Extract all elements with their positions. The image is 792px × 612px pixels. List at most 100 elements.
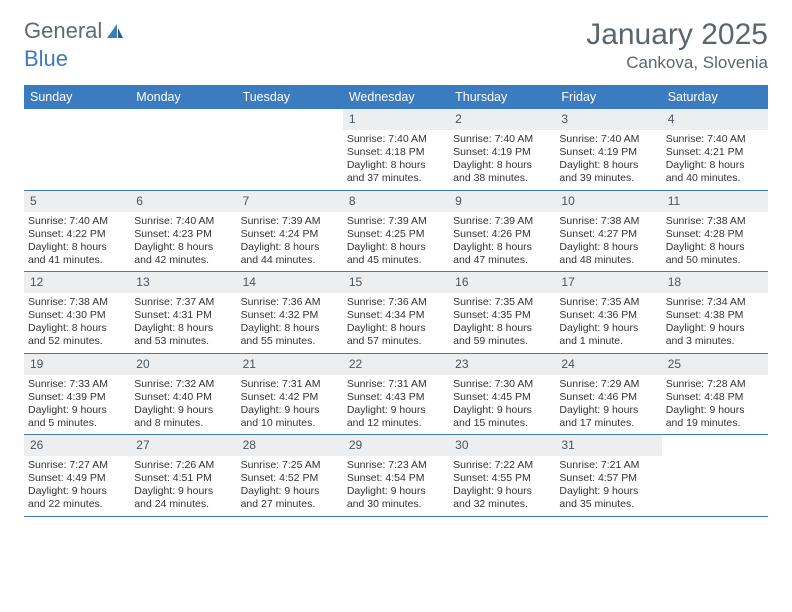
date-number: 11	[662, 191, 768, 212]
day-cell: 31Sunrise: 7:21 AMSunset: 4:57 PMDayligh…	[555, 435, 661, 516]
daylight-text-2: and 50 minutes.	[666, 254, 764, 267]
day-info: Sunrise: 7:23 AMSunset: 4:54 PMDaylight:…	[343, 459, 449, 512]
date-number: 15	[343, 272, 449, 293]
daylight-text: Daylight: 9 hours	[347, 485, 445, 498]
sunrise-text: Sunrise: 7:21 AM	[559, 459, 657, 472]
daylight-text: Daylight: 9 hours	[453, 485, 551, 498]
day-header-row: SundayMondayTuesdayWednesdayThursdayFrid…	[24, 85, 768, 109]
sunrise-text: Sunrise: 7:40 AM	[134, 215, 232, 228]
day-info: Sunrise: 7:22 AMSunset: 4:55 PMDaylight:…	[449, 459, 555, 512]
date-number: 7	[237, 191, 343, 212]
logo-text-general: General	[24, 18, 102, 44]
daylight-text-2: and 52 minutes.	[28, 335, 126, 348]
sunset-text: Sunset: 4:49 PM	[28, 472, 126, 485]
sunrise-text: Sunrise: 7:39 AM	[347, 215, 445, 228]
day-info: Sunrise: 7:31 AMSunset: 4:43 PMDaylight:…	[343, 378, 449, 431]
sunset-text: Sunset: 4:45 PM	[453, 391, 551, 404]
date-number: 10	[555, 191, 661, 212]
title-block: January 2025 Cankova, Slovenia	[586, 18, 768, 73]
day-cell: 7 Sunrise: 7:39 AMSunset: 4:24 PMDaylight…	[237, 191, 343, 272]
day-info: Sunrise: 7:39 AMSunset: 4:26 PMDaylight:…	[449, 215, 555, 268]
day-info: Sunrise: 7:36 AMSunset: 4:32 PMDaylight:…	[237, 296, 343, 349]
sunrise-text: Sunrise: 7:28 AM	[666, 378, 764, 391]
sunrise-text: Sunrise: 7:40 AM	[666, 133, 764, 146]
daylight-text: Daylight: 9 hours	[347, 404, 445, 417]
date-number: 16	[449, 272, 555, 293]
day-cell: 13Sunrise: 7:37 AMSunset: 4:31 PMDayligh…	[130, 272, 236, 353]
sunset-text: Sunset: 4:30 PM	[28, 309, 126, 322]
calendar: SundayMondayTuesdayWednesdayThursdayFrid…	[24, 85, 768, 517]
day-cell: 18Sunrise: 7:34 AMSunset: 4:38 PMDayligh…	[662, 272, 768, 353]
day-cell: 20Sunrise: 7:32 AMSunset: 4:40 PMDayligh…	[130, 354, 236, 435]
sunset-text: Sunset: 4:18 PM	[347, 146, 445, 159]
week-row: 19Sunrise: 7:33 AMSunset: 4:39 PMDayligh…	[24, 354, 768, 436]
day-header-cell: Saturday	[662, 85, 768, 109]
daylight-text-2: and 19 minutes.	[666, 417, 764, 430]
daylight-text-2: and 57 minutes.	[347, 335, 445, 348]
sunrise-text: Sunrise: 7:39 AM	[453, 215, 551, 228]
sunset-text: Sunset: 4:38 PM	[666, 309, 764, 322]
date-number: 3	[555, 109, 661, 130]
date-number: 14	[237, 272, 343, 293]
sunset-text: Sunset: 4:35 PM	[453, 309, 551, 322]
day-cell: 11Sunrise: 7:38 AMSunset: 4:28 PMDayligh…	[662, 191, 768, 272]
week-row: 1Sunrise: 7:40 AMSunset: 4:18 PMDaylight…	[24, 109, 768, 191]
daylight-text: Daylight: 8 hours	[28, 322, 126, 335]
daylight-text: Daylight: 9 hours	[134, 485, 232, 498]
daylight-text: Daylight: 8 hours	[559, 241, 657, 254]
day-cell: 28Sunrise: 7:25 AMSunset: 4:52 PMDayligh…	[237, 435, 343, 516]
week-row: 5Sunrise: 7:40 AMSunset: 4:22 PMDaylight…	[24, 191, 768, 273]
day-header-cell: Thursday	[449, 85, 555, 109]
daylight-text-2: and 22 minutes.	[28, 498, 126, 511]
day-cell: 27Sunrise: 7:26 AMSunset: 4:51 PMDayligh…	[130, 435, 236, 516]
sunset-text: Sunset: 4:19 PM	[559, 146, 657, 159]
date-number: 9	[449, 191, 555, 212]
day-cell: 22Sunrise: 7:31 AMSunset: 4:43 PMDayligh…	[343, 354, 449, 435]
day-info: Sunrise: 7:25 AMSunset: 4:52 PMDaylight:…	[237, 459, 343, 512]
sunset-text: Sunset: 4:24 PM	[241, 228, 339, 241]
day-info: Sunrise: 7:39 AMSunset: 4:24 PMDaylight:…	[237, 215, 343, 268]
daylight-text-2: and 10 minutes.	[241, 417, 339, 430]
sunrise-text: Sunrise: 7:36 AM	[347, 296, 445, 309]
daylight-text-2: and 42 minutes.	[134, 254, 232, 267]
daylight-text: Daylight: 8 hours	[666, 241, 764, 254]
day-cell: 12Sunrise: 7:38 AMSunset: 4:30 PMDayligh…	[24, 272, 130, 353]
daylight-text: Daylight: 9 hours	[666, 322, 764, 335]
date-number: 26	[24, 435, 130, 456]
date-number: 4	[662, 109, 768, 130]
sunset-text: Sunset: 4:40 PM	[134, 391, 232, 404]
sunrise-text: Sunrise: 7:38 AM	[559, 215, 657, 228]
sunrise-text: Sunrise: 7:35 AM	[453, 296, 551, 309]
day-cell: 4 Sunrise: 7:40 AMSunset: 4:21 PMDaylight…	[662, 109, 768, 190]
daylight-text: Daylight: 8 hours	[134, 241, 232, 254]
daylight-text-2: and 59 minutes.	[453, 335, 551, 348]
day-info: Sunrise: 7:40 AMSunset: 4:22 PMDaylight:…	[24, 215, 130, 268]
day-header-cell: Monday	[130, 85, 236, 109]
header: General January 2025 Cankova, Slovenia	[0, 0, 792, 77]
date-number: 30	[449, 435, 555, 456]
daylight-text-2: and 12 minutes.	[347, 417, 445, 430]
daylight-text: Daylight: 8 hours	[347, 159, 445, 172]
day-cell	[130, 109, 236, 190]
sunset-text: Sunset: 4:46 PM	[559, 391, 657, 404]
week-row: 12Sunrise: 7:38 AMSunset: 4:30 PMDayligh…	[24, 272, 768, 354]
day-info: Sunrise: 7:40 AMSunset: 4:19 PMDaylight:…	[555, 133, 661, 186]
day-cell	[662, 435, 768, 516]
logo-sail-icon	[105, 22, 125, 40]
sunset-text: Sunset: 4:42 PM	[241, 391, 339, 404]
sunset-text: Sunset: 4:25 PM	[347, 228, 445, 241]
daylight-text: Daylight: 8 hours	[347, 322, 445, 335]
day-cell: 8Sunrise: 7:39 AMSunset: 4:25 PMDaylight…	[343, 191, 449, 272]
sunset-text: Sunset: 4:27 PM	[559, 228, 657, 241]
daylight-text: Daylight: 8 hours	[453, 241, 551, 254]
sunrise-text: Sunrise: 7:40 AM	[453, 133, 551, 146]
sunrise-text: Sunrise: 7:26 AM	[134, 459, 232, 472]
date-number: 13	[130, 272, 236, 293]
date-number: 23	[449, 354, 555, 375]
sunrise-text: Sunrise: 7:27 AM	[28, 459, 126, 472]
daylight-text-2: and 24 minutes.	[134, 498, 232, 511]
sunset-text: Sunset: 4:23 PM	[134, 228, 232, 241]
daylight-text: Daylight: 9 hours	[666, 404, 764, 417]
daylight-text: Daylight: 9 hours	[134, 404, 232, 417]
day-info: Sunrise: 7:40 AMSunset: 4:21 PMDaylight:…	[662, 133, 768, 186]
